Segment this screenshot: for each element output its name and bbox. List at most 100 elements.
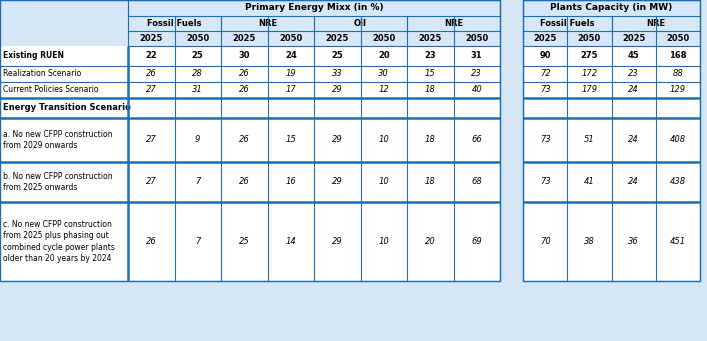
Text: 22: 22 (146, 51, 157, 60)
Text: 31: 31 (192, 86, 203, 94)
Text: 29: 29 (332, 178, 343, 187)
Text: 26: 26 (239, 86, 250, 94)
Text: 20: 20 (378, 51, 390, 60)
Text: 18: 18 (425, 86, 436, 94)
Text: 19: 19 (286, 70, 296, 78)
Text: c. No new CFPP construction
from 2025 plus phasing out
combined cycle power plan: c. No new CFPP construction from 2025 pl… (3, 220, 115, 263)
Text: Oil: Oil (354, 19, 367, 28)
Text: 7: 7 (195, 178, 201, 187)
Text: Realization Scenario: Realization Scenario (3, 70, 81, 78)
Text: 438: 438 (670, 178, 686, 187)
Bar (0, 82, 128, 98)
Text: 73: 73 (539, 178, 551, 187)
Bar (128, 202, 500, 281)
Bar (523, 46, 700, 66)
Text: Existing RUEN: Existing RUEN (3, 51, 64, 60)
Text: Fossil Fuels: Fossil Fuels (147, 19, 201, 28)
Text: Plants Capacity (in MW): Plants Capacity (in MW) (550, 3, 672, 13)
Text: 26: 26 (239, 178, 250, 187)
Text: 15: 15 (286, 135, 296, 145)
Text: 9: 9 (195, 135, 201, 145)
Text: 27: 27 (146, 135, 157, 145)
Bar (0, 46, 128, 66)
Bar (128, 118, 500, 162)
Text: 25: 25 (332, 51, 343, 60)
Text: 72: 72 (539, 70, 551, 78)
Text: 88: 88 (672, 70, 683, 78)
Text: 66: 66 (472, 135, 482, 145)
Text: 2025: 2025 (233, 34, 256, 43)
Bar (0, 98, 128, 118)
Text: b. No new CFPP construction
from 2025 onwards: b. No new CFPP construction from 2025 on… (3, 172, 112, 192)
Text: 25: 25 (239, 237, 250, 246)
Text: 2025: 2025 (419, 34, 442, 43)
Text: a. No new CFPP construction
from 2029 onwards: a. No new CFPP construction from 2029 on… (3, 130, 112, 150)
Text: 7: 7 (195, 237, 201, 246)
Text: NRE: NRE (646, 19, 665, 28)
Text: 30: 30 (238, 51, 250, 60)
Text: 27: 27 (146, 178, 157, 187)
Text: 18: 18 (425, 178, 436, 187)
Text: 2050: 2050 (666, 34, 689, 43)
Text: 168: 168 (669, 51, 686, 60)
Text: 179: 179 (581, 86, 597, 94)
Text: 17: 17 (286, 86, 296, 94)
Text: Current Policies Scenario: Current Policies Scenario (3, 86, 98, 94)
Text: 2050: 2050 (186, 34, 209, 43)
Text: 40: 40 (472, 86, 482, 94)
Text: 10: 10 (378, 178, 389, 187)
Bar (0, 162, 128, 202)
Text: 36: 36 (629, 237, 639, 246)
Text: 2025: 2025 (622, 34, 645, 43)
Text: 172: 172 (581, 70, 597, 78)
Text: 12: 12 (378, 86, 389, 94)
Text: 451: 451 (670, 237, 686, 246)
Bar (128, 46, 500, 66)
Text: NRE: NRE (444, 19, 463, 28)
Text: 2050: 2050 (372, 34, 395, 43)
Text: 2050: 2050 (578, 34, 601, 43)
Text: 41: 41 (584, 178, 595, 187)
Bar (128, 162, 500, 202)
Bar (523, 202, 700, 281)
Text: 24: 24 (629, 86, 639, 94)
Bar (523, 118, 700, 162)
Text: 20: 20 (425, 237, 436, 246)
Text: 73: 73 (539, 135, 551, 145)
Text: 2025: 2025 (325, 34, 349, 43)
Text: 23: 23 (629, 70, 639, 78)
Text: 10: 10 (378, 135, 389, 145)
Bar (0, 202, 128, 281)
Bar (523, 0, 700, 281)
Text: 70: 70 (539, 237, 551, 246)
Bar (0, 0, 500, 281)
Text: 28: 28 (192, 70, 203, 78)
Text: 30: 30 (378, 70, 389, 78)
Text: 23: 23 (472, 70, 482, 78)
Bar (523, 162, 700, 202)
Bar (128, 98, 500, 118)
Text: 45: 45 (628, 51, 640, 60)
Text: 38: 38 (584, 237, 595, 246)
Text: 24: 24 (629, 135, 639, 145)
Bar (523, 66, 700, 82)
Text: 24: 24 (629, 178, 639, 187)
Text: 2050: 2050 (279, 34, 303, 43)
Text: 29: 29 (332, 237, 343, 246)
Text: 29: 29 (332, 135, 343, 145)
Text: 16: 16 (286, 178, 296, 187)
Text: 31: 31 (471, 51, 483, 60)
Text: 25: 25 (192, 51, 204, 60)
Text: Primary Energy Mixx (in %): Primary Energy Mixx (in %) (245, 3, 383, 13)
Text: 29: 29 (332, 86, 343, 94)
Text: Energy Transition Scenario: Energy Transition Scenario (3, 104, 131, 113)
Text: 129: 129 (670, 86, 686, 94)
Bar (128, 66, 500, 82)
Text: 2025: 2025 (534, 34, 557, 43)
Text: 408: 408 (670, 135, 686, 145)
Bar (523, 98, 700, 118)
Text: 275: 275 (580, 51, 598, 60)
Text: 26: 26 (239, 70, 250, 78)
Text: NRE: NRE (258, 19, 277, 28)
Bar (128, 82, 500, 98)
